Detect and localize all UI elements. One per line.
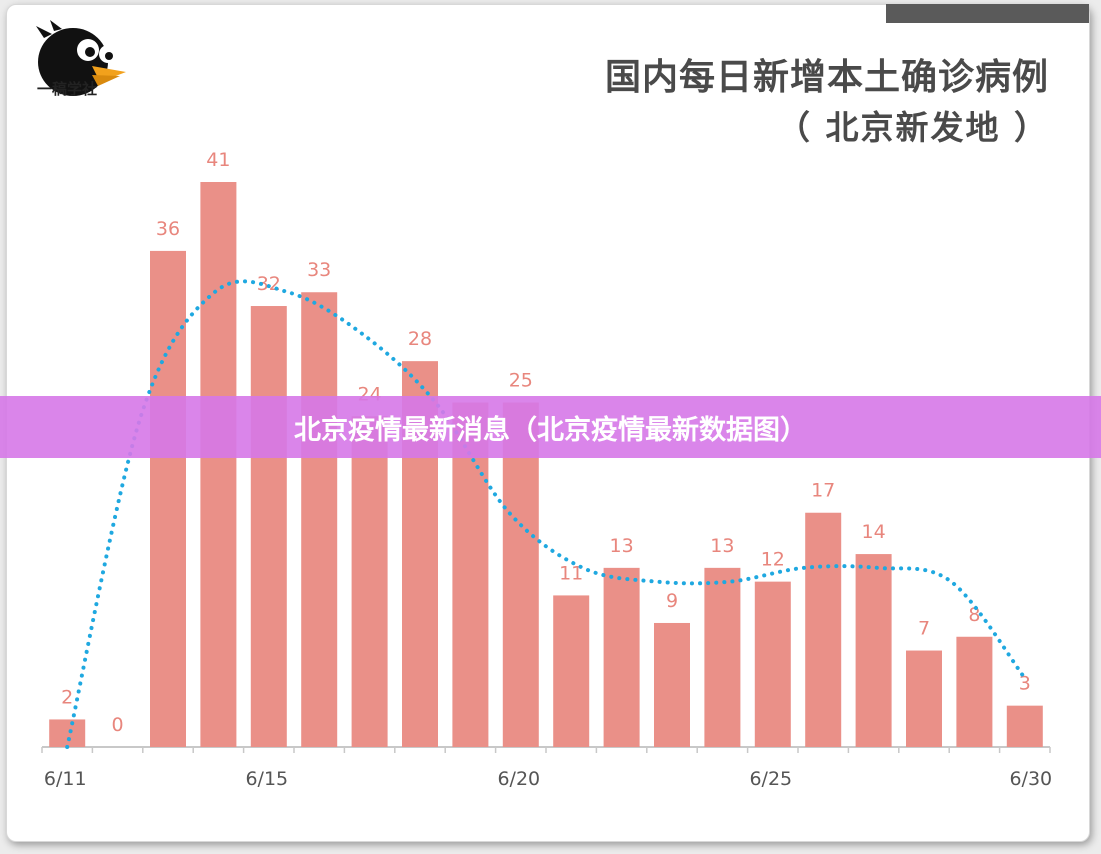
x-tick-label: 6/25: [749, 768, 792, 790]
bar-6/23: [654, 622, 690, 747]
trend-line: [65, 279, 1027, 749]
chart-title: 国内每日新增本土确诊病例: [604, 57, 1049, 98]
bar-6/25: [754, 581, 791, 747]
bar-6/27: [855, 554, 892, 747]
data-label-6/21: 11: [559, 562, 583, 584]
data-label-6/11: 2: [61, 686, 73, 708]
bar-6/24: [704, 567, 741, 747]
x-tick-label: 6/30: [1009, 768, 1052, 790]
bar-6/19: [452, 402, 489, 747]
data-label-6/23: 9: [666, 590, 678, 612]
data-label-6/20: 25: [509, 369, 533, 391]
data-label-6/25: 12: [761, 549, 785, 571]
chart-subtitle: （ 北京新发地 ）: [777, 108, 1049, 147]
banner: 北京疫情最新消息（北京疫情最新数据图）: [0, 396, 1101, 458]
top-decoration-bar: [886, 4, 1089, 23]
x-tick-label: 6/20: [497, 768, 540, 790]
penguin-logo-icon: [36, 20, 126, 96]
data-label-6/16: 33: [307, 259, 331, 281]
bar-6/11: [49, 719, 86, 747]
data-label-6/18: 28: [408, 328, 432, 350]
bar-6/14: [200, 182, 237, 747]
bar-6/15: [250, 306, 287, 747]
data-label-6/22: 13: [610, 535, 634, 557]
data-label-6/28: 7: [918, 618, 930, 640]
bar-6/17: [351, 416, 388, 747]
bar-6/16: [301, 292, 338, 747]
data-label-6/14: 41: [206, 149, 230, 171]
bar-6/13: [150, 250, 186, 747]
x-tick-label: 6/15: [245, 768, 288, 790]
bar-6/22: [603, 567, 640, 747]
data-label-6/30: 3: [1019, 673, 1031, 695]
bar-6/29: [956, 636, 993, 747]
data-label-6/24: 13: [710, 535, 734, 557]
bar-6/21: [553, 595, 590, 747]
logo-text: 一稿学社: [36, 80, 97, 98]
data-label-6/27: 14: [862, 521, 886, 543]
data-label-6/13: 36: [156, 218, 180, 240]
banner-text: 北京疫情最新消息（北京疫情最新数据图）: [294, 414, 807, 446]
data-label-6/12: 0: [112, 714, 124, 736]
bar-6/26: [805, 512, 842, 747]
x-tick-label: 6/11: [44, 768, 87, 790]
bar-6/28: [906, 650, 942, 747]
bar-6/30: [1006, 705, 1043, 747]
data-label-6/26: 17: [811, 480, 835, 502]
bar-6/20: [502, 402, 539, 747]
